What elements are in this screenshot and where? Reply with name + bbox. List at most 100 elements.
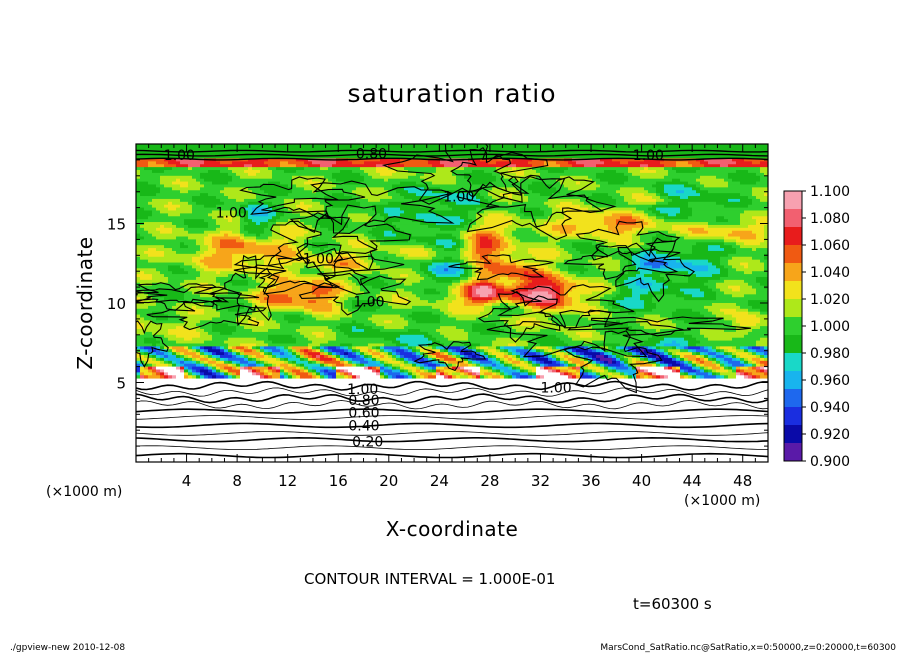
field-cell bbox=[312, 155, 317, 159]
field-cell bbox=[196, 158, 201, 162]
field-cell bbox=[160, 331, 165, 336]
field-cell bbox=[228, 346, 233, 350]
field-cell bbox=[236, 305, 241, 310]
field-cell bbox=[208, 276, 213, 281]
field-cell bbox=[284, 190, 289, 194]
field-cell bbox=[192, 340, 197, 344]
field-cell bbox=[224, 294, 229, 298]
field-cell bbox=[176, 375, 181, 379]
field-cell bbox=[376, 305, 381, 310]
field-cell bbox=[216, 317, 221, 321]
field-cell bbox=[224, 227, 229, 232]
field-cell bbox=[260, 268, 265, 272]
field-cell bbox=[168, 329, 173, 333]
field-cell bbox=[312, 222, 317, 226]
field-cell bbox=[212, 236, 217, 240]
field-cell bbox=[264, 334, 269, 339]
field-cell bbox=[320, 170, 325, 174]
field-cell bbox=[276, 224, 281, 229]
field-cell bbox=[144, 340, 149, 344]
field-cell bbox=[280, 279, 285, 284]
field-cell bbox=[372, 300, 377, 304]
field-cell bbox=[252, 187, 257, 191]
field-cell bbox=[168, 201, 173, 206]
field-cell bbox=[260, 184, 265, 188]
field-cell bbox=[320, 245, 325, 249]
field-cell bbox=[376, 285, 381, 289]
field-cell bbox=[144, 181, 149, 185]
field-cell bbox=[380, 144, 385, 148]
field-cell bbox=[172, 204, 177, 208]
field-cell bbox=[196, 305, 201, 310]
field-cell bbox=[216, 146, 221, 151]
field-cell bbox=[172, 294, 177, 298]
field-cell bbox=[140, 219, 145, 223]
field-cell bbox=[256, 178, 261, 182]
field-cell bbox=[156, 366, 161, 370]
field-cell bbox=[380, 158, 385, 162]
field-cell bbox=[176, 357, 181, 362]
field-cell bbox=[372, 360, 377, 365]
field-cell bbox=[332, 167, 337, 171]
field-cell bbox=[376, 187, 381, 191]
field-cell bbox=[260, 256, 265, 261]
field-cell bbox=[344, 305, 349, 310]
field-cell bbox=[264, 233, 269, 237]
field-cell bbox=[216, 349, 221, 353]
field-cell bbox=[324, 227, 329, 232]
field-cell bbox=[244, 201, 249, 206]
field-cell bbox=[244, 274, 249, 278]
field-cell bbox=[336, 236, 341, 240]
field-cell bbox=[144, 201, 149, 206]
field-cell bbox=[348, 343, 353, 347]
field-cell bbox=[160, 230, 165, 235]
field-cell bbox=[204, 236, 209, 240]
field-cell bbox=[292, 230, 297, 235]
field-cell bbox=[196, 276, 201, 281]
field-cell bbox=[204, 331, 209, 336]
field-cell bbox=[236, 346, 241, 350]
field-cell bbox=[172, 285, 177, 289]
field-cell bbox=[300, 239, 305, 243]
field-cell bbox=[344, 271, 349, 275]
field-cell bbox=[324, 372, 329, 376]
field-cell bbox=[176, 178, 181, 182]
field-cell bbox=[332, 297, 337, 301]
field-cell bbox=[160, 300, 165, 304]
field-cell bbox=[348, 317, 353, 321]
field-cell bbox=[292, 268, 297, 272]
field-cell bbox=[344, 245, 349, 249]
field-cell bbox=[140, 253, 145, 258]
field-cell bbox=[316, 294, 321, 298]
field-cell bbox=[304, 288, 309, 292]
field-cell bbox=[284, 305, 289, 310]
field-cell bbox=[324, 187, 329, 191]
field-cell bbox=[244, 213, 249, 217]
field-cell bbox=[308, 308, 313, 313]
field-cell bbox=[136, 343, 141, 347]
field-cell bbox=[348, 146, 353, 151]
field-cell bbox=[320, 196, 325, 200]
field-cell bbox=[192, 181, 197, 185]
field-cell bbox=[196, 207, 201, 211]
field-cell bbox=[216, 256, 221, 261]
field-cell bbox=[288, 158, 293, 162]
field-cell bbox=[300, 187, 305, 191]
field-cell bbox=[272, 372, 277, 376]
field-cell bbox=[372, 271, 377, 275]
field-cell bbox=[192, 300, 197, 304]
field-cell bbox=[308, 161, 313, 165]
field-cell bbox=[300, 303, 305, 307]
field-cell bbox=[284, 282, 289, 287]
field-cell bbox=[292, 340, 297, 344]
field-cell bbox=[280, 366, 285, 370]
field-cell bbox=[276, 259, 281, 263]
field-cell bbox=[188, 198, 193, 203]
field-cell bbox=[336, 230, 341, 235]
field-cell bbox=[352, 227, 357, 232]
field-cell bbox=[356, 326, 361, 330]
chart-title: saturation ratio bbox=[347, 79, 556, 108]
field-cell bbox=[188, 196, 193, 200]
field-cell bbox=[292, 326, 297, 330]
field-cell bbox=[224, 152, 229, 156]
